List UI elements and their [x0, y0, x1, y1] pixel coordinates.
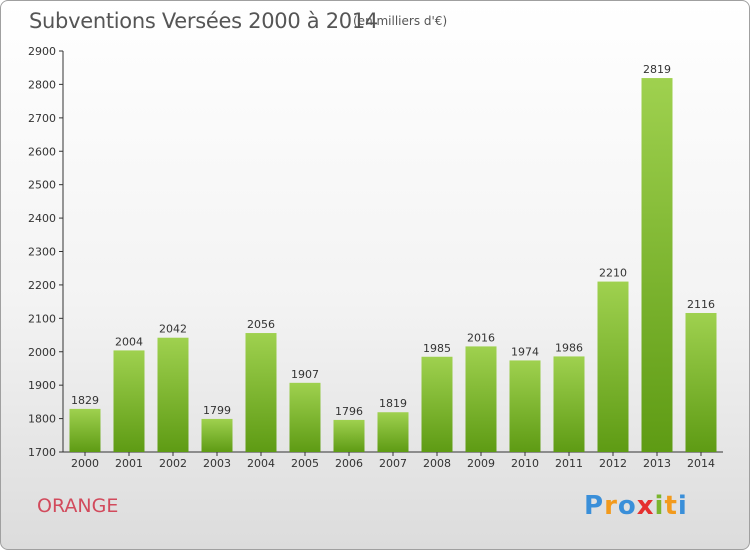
x-tick-label: 2003	[203, 457, 231, 470]
x-tick-label: 2002	[159, 457, 187, 470]
bar[interactable]	[69, 408, 101, 452]
y-tick-label: 2300	[28, 246, 56, 259]
bar-value-label: 1829	[71, 394, 99, 407]
bar-value-label: 1796	[335, 405, 363, 418]
y-tick-label: 1700	[28, 446, 56, 459]
bar-value-label: 2042	[159, 323, 187, 336]
data-labels: 1829 2004 2042 1799 2056 1907 1796 1819 1985 2016…	[71, 63, 715, 418]
bar[interactable]	[157, 337, 189, 452]
logo-letter: t	[664, 491, 678, 521]
bar[interactable]	[245, 333, 277, 452]
bar-value-label: 2004	[115, 335, 143, 348]
x-tick-label: 2006	[335, 457, 363, 470]
y-tick-label: 2600	[28, 145, 56, 158]
x-tick-label: 2009	[467, 457, 495, 470]
bar-value-label: 1799	[203, 404, 231, 417]
bar[interactable]	[421, 356, 453, 452]
x-tick-label: 2012	[599, 457, 627, 470]
bar[interactable]	[465, 346, 497, 452]
x-tick-label: 2014	[687, 457, 715, 470]
bar[interactable]	[113, 350, 145, 452]
bar[interactable]	[333, 419, 365, 452]
y-tick-label: 2800	[28, 78, 56, 91]
y-tick-label: 2200	[28, 279, 56, 292]
bar[interactable]	[685, 312, 717, 452]
bars	[69, 78, 717, 452]
y-tick-label: 1800	[28, 413, 56, 426]
bar[interactable]	[597, 281, 629, 452]
logo-letter: r	[604, 491, 618, 521]
bar-value-label: 2116	[687, 298, 715, 311]
x-tick-label: 2000	[71, 457, 99, 470]
y-tick-label: 2500	[28, 179, 56, 192]
bar-value-label: 2016	[467, 331, 495, 344]
x-tick-label: 2008	[423, 457, 451, 470]
logo-letter: o	[617, 491, 637, 521]
bar-value-label: 1907	[291, 368, 319, 381]
bar[interactable]	[553, 356, 585, 452]
bar-value-label: 1819	[379, 397, 407, 410]
y-tick-label: 1900	[28, 379, 56, 392]
y-tick-label: 2400	[28, 212, 56, 225]
bar[interactable]	[377, 412, 409, 452]
y-tick-label: 2100	[28, 312, 56, 325]
chart-title: Subventions Versées 2000 à 2014	[29, 9, 378, 33]
bar[interactable]	[289, 382, 321, 452]
bar[interactable]	[509, 360, 541, 452]
x-tick-label: 2010	[511, 457, 539, 470]
bar[interactable]	[641, 78, 673, 452]
x-tick-label: 2007	[379, 457, 407, 470]
bar-value-label: 1985	[423, 342, 451, 355]
proxiti-logo[interactable]: Proxiti	[584, 491, 688, 521]
logo-letter: i	[654, 491, 665, 521]
x-tick-label: 2005	[291, 457, 319, 470]
y-tick-label: 2700	[28, 112, 56, 125]
y-tick-label: 2900	[28, 45, 56, 58]
bar-value-label: 1974	[511, 345, 539, 358]
bar-value-label: 2819	[643, 63, 671, 76]
logo-letter: P	[584, 491, 605, 521]
x-tick-label: 2013	[643, 457, 671, 470]
x-tick-label: 2004	[247, 457, 275, 470]
bar[interactable]	[201, 418, 233, 452]
x-tick-label: 2011	[555, 457, 583, 470]
bar-value-label: 2056	[247, 318, 275, 331]
bar-value-label: 1986	[555, 341, 583, 354]
chart-unit: (en milliers d'€)	[353, 14, 448, 28]
bar-value-label: 2210	[599, 267, 627, 280]
x-tick-label: 2001	[115, 457, 143, 470]
logo-letter: i	[677, 491, 688, 521]
axes: 1700 1800 1900 2000 2100 2200 2300 2400 2500 2600…	[28, 45, 723, 470]
y-tick-label: 2000	[28, 346, 56, 359]
logo-letter: x	[636, 491, 655, 521]
commune-name: ORANGE	[37, 495, 119, 517]
